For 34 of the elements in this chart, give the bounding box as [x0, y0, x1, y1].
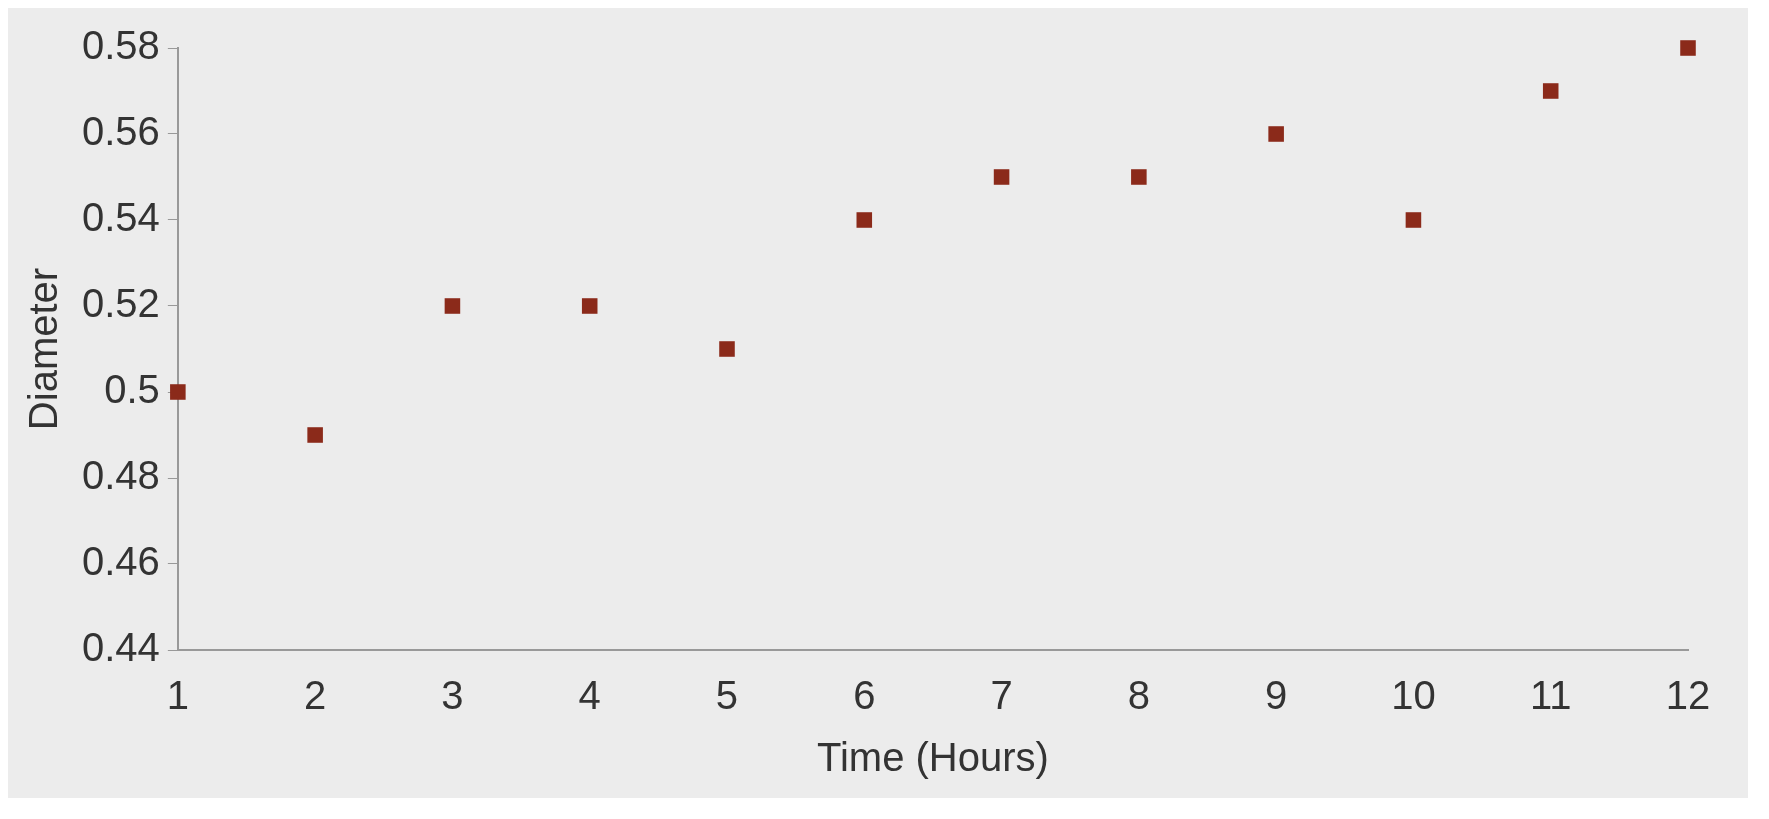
x-tick-label: 3: [441, 673, 464, 718]
x-tick-label: 5: [715, 673, 739, 718]
x-tick-label: 1: [166, 673, 189, 718]
x-tick-label: 4: [578, 673, 601, 718]
x-tick-label: 12: [1665, 673, 1711, 718]
y-tick-label: 0.54: [81, 195, 160, 240]
point: [1131, 169, 1147, 185]
y-tick-label: 0.58: [81, 23, 160, 68]
point: [719, 341, 735, 357]
x-tick-label: 11: [1529, 673, 1572, 718]
point: [307, 427, 323, 443]
x-tick-label: 2: [304, 673, 327, 718]
y-tick-label: 0.5: [104, 367, 160, 412]
x-tick-label: 6: [853, 673, 876, 718]
point: [581, 298, 598, 314]
point: [1268, 126, 1284, 142]
point: [1405, 212, 1422, 228]
x-tick-label: 9: [1265, 673, 1288, 718]
x-tick-label: 7: [990, 673, 1013, 718]
point: [1680, 40, 1696, 56]
x-tick-label: 8: [1127, 673, 1150, 718]
point: [444, 298, 461, 314]
point: [993, 169, 1010, 185]
y-tick-label: 0.44: [81, 625, 160, 670]
y-tick-label: 0.52: [81, 281, 160, 326]
y-tick-label: 0.46: [81, 539, 160, 584]
point: [1542, 83, 1559, 99]
point: [856, 212, 873, 228]
point: [170, 384, 186, 400]
y-axis-title: Diameter: [21, 267, 66, 431]
x-tick-label: 10: [1391, 673, 1436, 718]
x-axis-title: Time (Hours): [817, 735, 1049, 780]
y-tick-label: 0.48: [81, 453, 160, 498]
y-tick-label: 0.56: [81, 109, 160, 154]
